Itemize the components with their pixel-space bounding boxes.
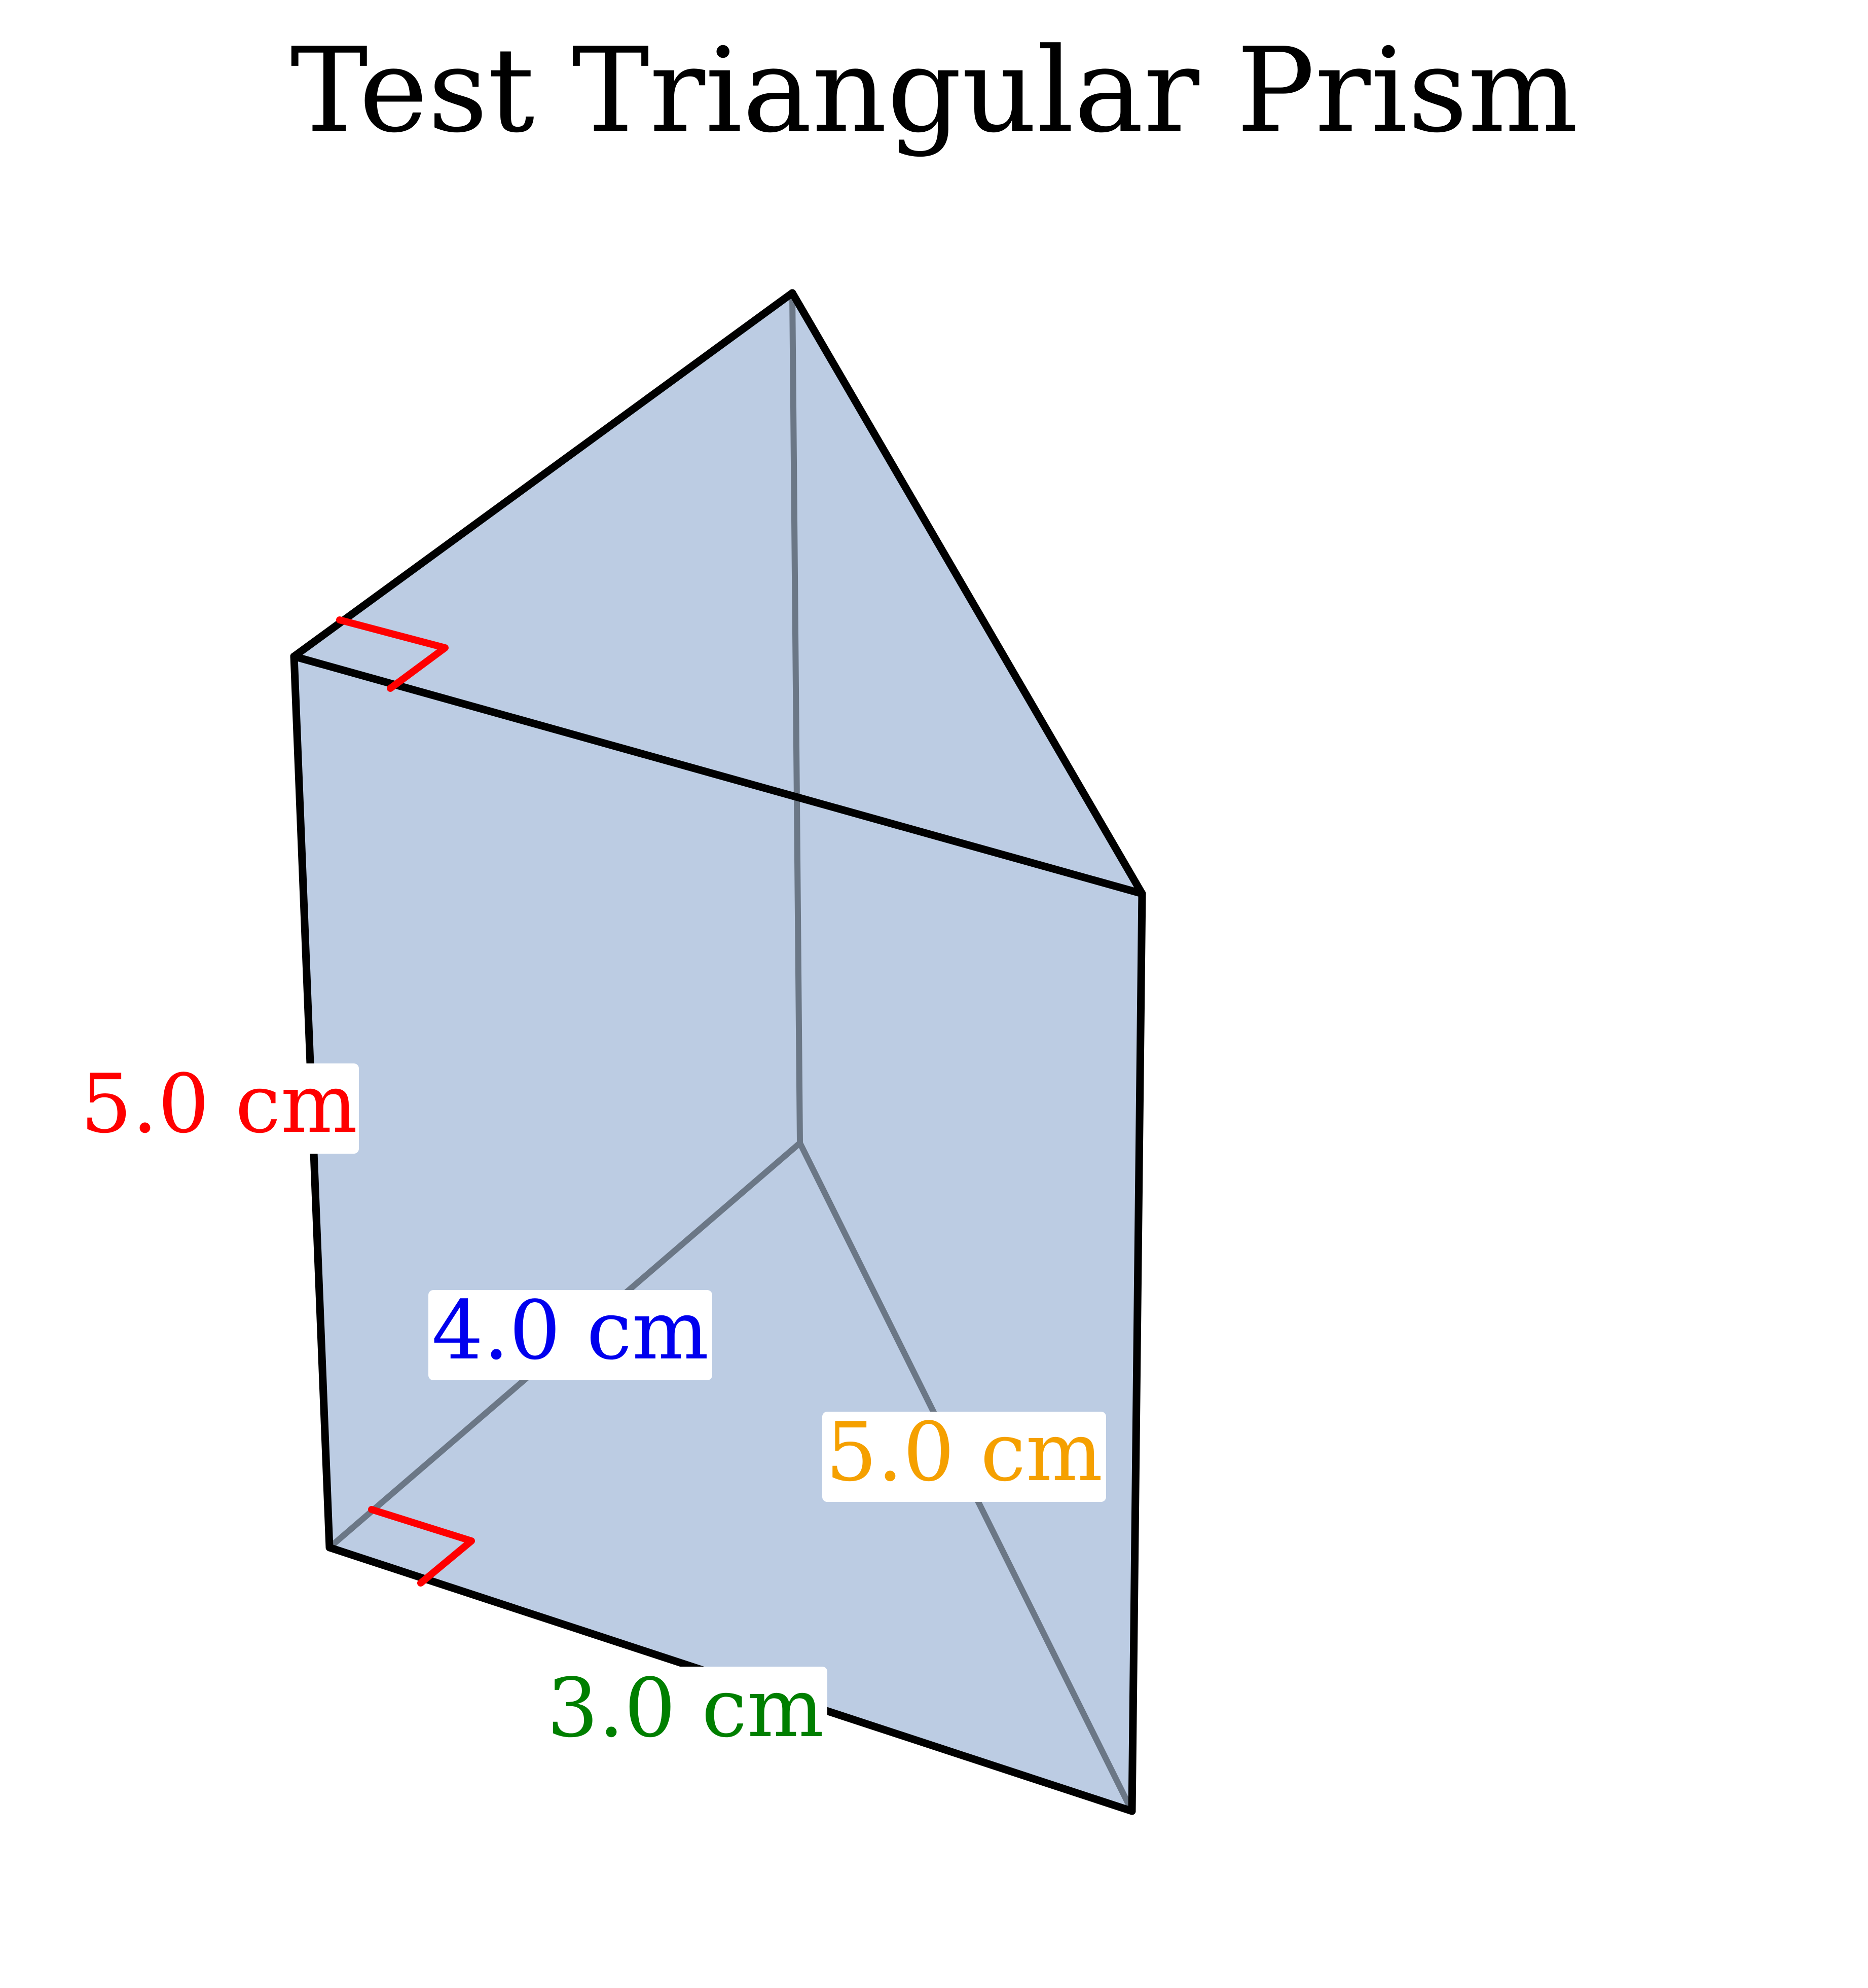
label-leg-b-text: 3.0 cm [547,1661,824,1755]
label-height-text: 5.0 cm [81,1056,358,1151]
dimension-label-hypotenuse: 5.0 cm [822,1405,1106,1502]
dimension-label-leg-b: 3.0 cm [543,1661,827,1757]
edge-right-vertical [1128,890,1146,1815]
edge-top-left [290,289,796,660]
label-leg-a-text: 4.0 cm [432,1283,709,1378]
right-angle-marker-bottom [368,1506,475,1587]
right-angle-markers [336,616,475,1587]
diagram-title: Test Triangular Prism [290,23,1579,159]
label-hypotenuse-text: 5.0 cm [826,1405,1103,1499]
dimension-label-leg-a: 4.0 cm [428,1283,712,1380]
edge-top-front [290,652,1146,898]
right-angle-marker-top [336,616,449,692]
dimension-label-height: 5.0 cm [81,1056,359,1154]
hidden-edge-vertical [789,290,803,1146]
edge-top-right [788,289,1146,898]
